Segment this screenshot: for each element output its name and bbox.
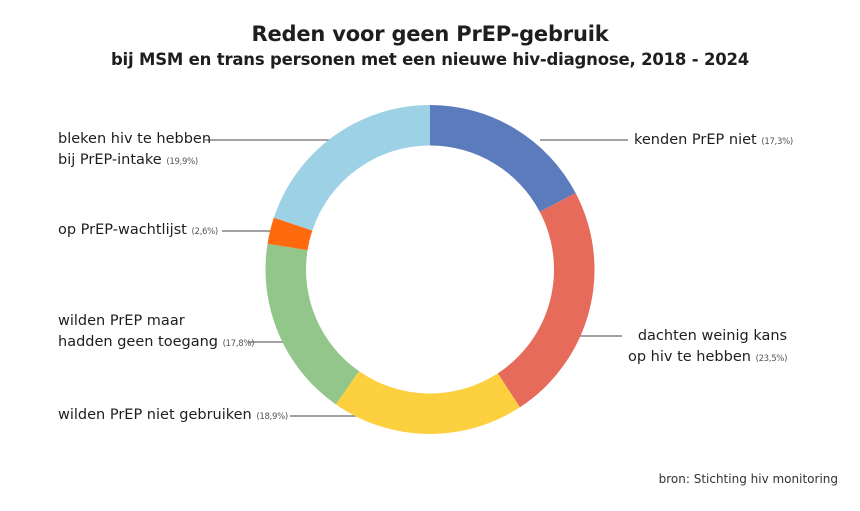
chart-title: Reden voor geen PrEP-gebruik <box>251 22 609 46</box>
slice-label-dachten-weinig-kans: dachten weinig kans op hiv te hebben (23… <box>628 326 787 370</box>
donut-slice-3 <box>265 243 360 405</box>
slice-label-wilden-prep-maar: wilden PrEP maar hadden geen toegang (17… <box>58 311 254 355</box>
slice-label-value: (18,9%) <box>256 412 288 422</box>
chart-subtitle: bij MSM en trans personen met een nieuwe… <box>110 50 750 69</box>
slice-label-text-line2: bij PrEP-intake <box>58 152 162 168</box>
donut-slice-5 <box>273 104 430 231</box>
slice-label-value: (17,3%) <box>761 137 793 147</box>
source-note: bron: Stichting hiv monitoring <box>658 472 838 486</box>
slice-label-text: kenden PrEP niet <box>634 132 757 148</box>
slice-label-text-line1: wilden PrEP maar <box>58 313 185 329</box>
slice-label-text: wilden PrEP niet gebruiken <box>58 407 252 423</box>
slice-label-op-prep-wachtlijst: op PrEP-wachtlijst (2,6%) <box>58 220 218 243</box>
slice-label-wilden-prep-niet-gebruiken: wilden PrEP niet gebruiken (18,9%) <box>58 405 288 428</box>
slice-label-text-line2: op hiv te hebben <box>628 349 751 365</box>
slice-label-text-line1: dachten weinig kans <box>637 328 788 344</box>
slice-label-value: (17,8%) <box>222 339 255 349</box>
slice-label-text: op PrEP-wachtlijst <box>58 222 187 238</box>
donut-slice-1 <box>497 192 595 408</box>
donut-slice-2 <box>335 371 520 435</box>
slice-label-text-line2: hadden geen toegang <box>58 334 219 350</box>
donut-slice-0 <box>430 105 576 212</box>
slice-label-bleken-hiv-te-hebben: bleken hiv te hebben bij PrEP-intake (19… <box>58 129 211 173</box>
slice-label-text-line1: bleken hiv te hebben <box>58 131 212 147</box>
slice-label-value: (23,5%) <box>755 354 788 364</box>
slice-label-value: (19,9%) <box>166 157 198 167</box>
slice-label-value: (2,6%) <box>191 227 218 237</box>
donut-slice-4 <box>267 217 313 251</box>
slice-label-kenden-prep-niet: kenden PrEP niet (17,3%) <box>634 130 793 153</box>
